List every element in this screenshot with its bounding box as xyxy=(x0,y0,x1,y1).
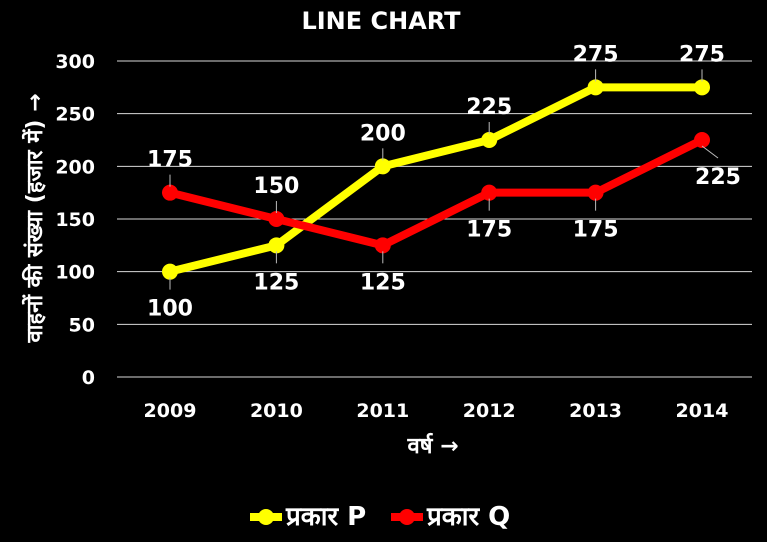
data-point xyxy=(481,184,498,201)
x-tick-label: 2012 xyxy=(463,400,516,422)
x-axis-label: वर्ष → xyxy=(406,432,458,459)
y-tick-label: 100 xyxy=(55,262,95,284)
series-layer xyxy=(162,79,710,280)
data-label: 125 xyxy=(360,270,406,295)
y-tick-label: 50 xyxy=(69,314,95,336)
y-tick-label: 200 xyxy=(55,156,95,178)
data-label: 200 xyxy=(360,121,406,146)
data-point xyxy=(374,158,391,175)
series-line xyxy=(166,136,706,250)
data-point xyxy=(481,132,498,148)
data-label: 150 xyxy=(253,174,299,199)
y-tick-label: 0 xyxy=(82,367,95,389)
x-tick-label: 2011 xyxy=(356,400,409,422)
data-label: 175 xyxy=(147,148,193,173)
legend-swatch-marker xyxy=(258,509,274,525)
data-label: 225 xyxy=(695,165,741,190)
y-tick-label: 300 xyxy=(55,51,95,73)
series-p xyxy=(162,79,710,280)
data-label: 275 xyxy=(679,42,725,67)
data-point xyxy=(694,132,710,148)
y-tick-label: 250 xyxy=(55,104,95,126)
data-point xyxy=(268,237,285,254)
legend-label-p: प्रकार P xyxy=(285,502,366,532)
series-q xyxy=(162,132,710,254)
legend-label-q: प्रकार Q xyxy=(426,502,510,532)
x-tick-label: 2010 xyxy=(250,400,303,422)
y-axis-label: वाहनों की संख्या (हजार में) → xyxy=(21,93,48,343)
y-axis-ticks: 0 50 100 150 200 250 300 xyxy=(55,51,95,389)
legend: प्रकार P प्रकार Q xyxy=(250,502,510,532)
data-label: 225 xyxy=(466,95,512,120)
data-label: 175 xyxy=(466,218,512,243)
x-axis-ticks: 2009 2010 2011 2012 2013 2014 xyxy=(144,400,729,422)
data-label: 125 xyxy=(253,270,299,295)
data-point xyxy=(162,263,178,280)
data-point xyxy=(162,184,178,201)
gridlines xyxy=(117,60,752,378)
data-label: 100 xyxy=(147,297,193,322)
data-point xyxy=(587,79,604,96)
legend-item-q: प्रकार Q xyxy=(391,502,510,532)
legend-swatch-marker xyxy=(399,509,415,525)
legend-item-p: प्रकार P xyxy=(250,502,366,532)
data-point xyxy=(587,184,604,201)
data-point xyxy=(268,211,285,227)
data-point xyxy=(694,79,710,96)
leader-line xyxy=(701,145,719,159)
x-tick-label: 2009 xyxy=(144,400,197,422)
data-label: 275 xyxy=(573,42,619,67)
x-tick-label: 2013 xyxy=(569,400,622,422)
chart-title: LINE CHART xyxy=(301,7,461,35)
data-point xyxy=(374,237,391,254)
data-label: 175 xyxy=(573,218,619,243)
series-line xyxy=(166,83,706,276)
x-tick-label: 2014 xyxy=(676,400,729,422)
y-tick-label: 150 xyxy=(55,209,95,231)
data-labels-layer: 100 125 200 225 275 275 175 150 125 175 175 225 xyxy=(147,42,741,321)
